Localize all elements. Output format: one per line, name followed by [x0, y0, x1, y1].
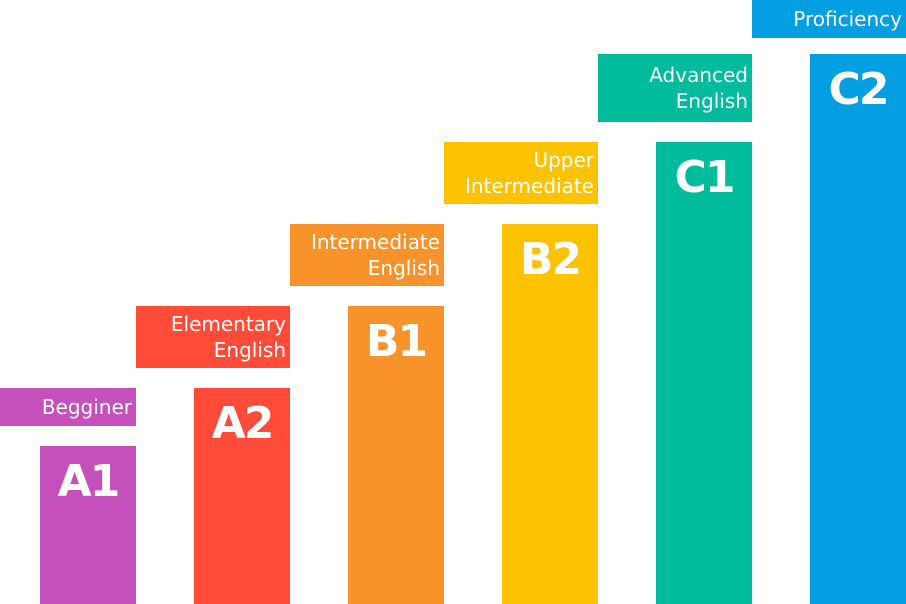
- level-label-c2: Proficiency: [752, 0, 906, 38]
- level-label-line: Intermediate: [464, 174, 594, 198]
- level-label-b2: Upper Intermediate: [444, 142, 598, 204]
- level-bar-a1: A1: [40, 446, 136, 604]
- level-bar-b2: B2: [502, 224, 598, 604]
- level-label-line: English: [675, 89, 748, 113]
- level-label-a2: Elementary English: [136, 306, 290, 368]
- level-bar-a2: A2: [194, 388, 290, 604]
- level-label-line: Begginer: [41, 395, 132, 419]
- level-code-b2: B2: [519, 234, 582, 285]
- level-label-line: Advanced: [649, 63, 748, 87]
- level-label-line: Upper: [533, 148, 594, 172]
- level-bar-c2: C2: [810, 54, 906, 604]
- level-code-a2: A2: [211, 398, 275, 449]
- level-code-c1: C1: [674, 152, 736, 203]
- level-label-line: Proficiency: [793, 7, 902, 31]
- level-label-line: English: [367, 256, 440, 280]
- level-code-b1: B1: [365, 316, 428, 367]
- level-label-line: Intermediate: [310, 230, 440, 254]
- level-label-line: Elementary: [170, 312, 286, 336]
- level-label-c1: Advanced English: [598, 54, 752, 122]
- level-bar-c1: C1: [656, 142, 752, 604]
- level-code-c2: C2: [828, 64, 890, 115]
- level-code-a1: A1: [57, 456, 121, 507]
- level-label-line: English: [213, 338, 286, 362]
- level-label-a1: Begginer: [0, 388, 136, 426]
- level-bar-b1: B1: [348, 306, 444, 604]
- level-label-b1: Intermediate English: [290, 224, 444, 286]
